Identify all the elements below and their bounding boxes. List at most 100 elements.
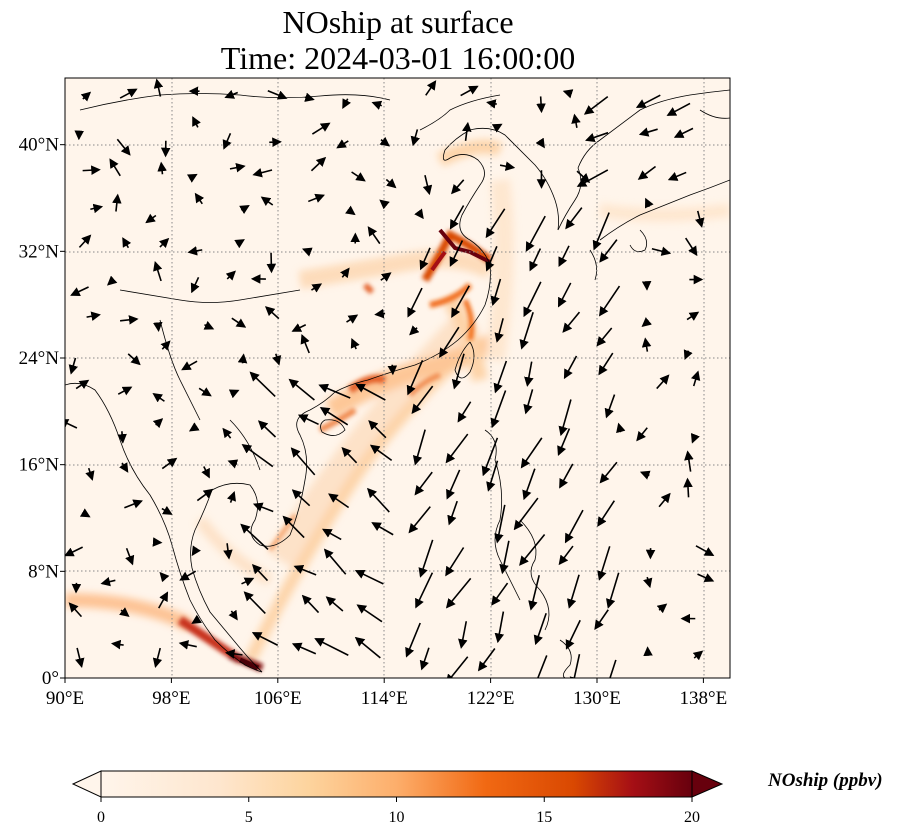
wind-arrow — [311, 122, 331, 135]
wind-arrow — [239, 205, 250, 215]
wind-arrow — [228, 389, 240, 399]
wind-arrow — [125, 547, 135, 566]
colorbar-bar — [100, 770, 693, 798]
wind-arrow — [226, 491, 236, 503]
wind-arrow — [594, 609, 609, 630]
wind-arrow — [314, 638, 349, 656]
wind-arrow — [318, 383, 351, 399]
wind-arrow — [494, 318, 504, 343]
colorbar-tick-label: 15 — [536, 809, 552, 826]
map-frame — [64, 77, 731, 679]
wind-arrow — [243, 591, 266, 614]
wind-arrow — [691, 370, 701, 387]
wind-arrow — [407, 287, 423, 318]
wind-arrow — [486, 99, 497, 109]
wind-arrow — [520, 437, 543, 469]
wind-arrow — [323, 548, 347, 575]
wind-arrow — [110, 639, 124, 650]
wind-arrow — [419, 647, 430, 671]
wind-arrow — [272, 353, 282, 366]
wind-arrow — [117, 431, 127, 444]
wind-arrow — [240, 523, 269, 551]
x-tick-label: 90°E — [46, 688, 84, 709]
wind-arrow — [695, 210, 705, 228]
wind-arrow — [190, 276, 200, 294]
wind-arrow — [241, 577, 255, 587]
wind-arrow — [234, 239, 245, 249]
wind-arrow — [558, 545, 574, 566]
wind-arrow — [415, 572, 434, 609]
wind-arrow — [120, 315, 139, 325]
wind-arrow — [445, 656, 469, 678]
wind-arrow — [300, 333, 310, 354]
wind-arrow — [683, 477, 693, 498]
wind-arrow — [486, 460, 499, 492]
wind-arrow — [80, 91, 92, 102]
wind-arrow — [656, 603, 668, 614]
wind-arrow — [222, 132, 232, 150]
wind-arrow — [639, 470, 651, 480]
concentration-field — [65, 89, 730, 678]
wind-arrow — [583, 95, 609, 115]
wind-arrow — [522, 468, 536, 501]
wind-arrow — [157, 161, 167, 175]
y-tick-label: 8°N — [28, 561, 59, 582]
wind-arrow — [127, 353, 141, 366]
wind-arrow — [643, 576, 653, 589]
wind-arrow — [537, 655, 548, 678]
wind-arrow — [460, 85, 479, 97]
x-tick-label: 106°E — [254, 688, 302, 709]
wind-arrow — [491, 123, 503, 133]
wind-arrow — [524, 361, 534, 387]
wind-arrow — [387, 364, 398, 376]
y-tick-label: 32°N — [19, 241, 60, 262]
wind-arrow — [252, 168, 273, 178]
wind-arrow — [260, 196, 274, 206]
colorbar-label: NOship (ppbv) — [768, 770, 883, 791]
wind-arrow — [160, 340, 171, 351]
wind-arrow — [604, 394, 616, 419]
wind-arrow — [380, 272, 392, 282]
wind-arrow — [535, 137, 545, 149]
wind-arrow — [321, 528, 342, 541]
wind-arrow — [119, 462, 129, 473]
wind-arrow — [451, 353, 465, 390]
wind-arrow — [449, 205, 465, 230]
wind-arrow — [379, 136, 390, 147]
x-axis: 90°E 98°E 106°E 114°E 122°E 130°E 138°E — [46, 678, 727, 709]
wind-arrow — [684, 450, 694, 472]
wind-arrow — [597, 546, 611, 581]
wind-arrow — [307, 193, 325, 203]
wind-arrow — [635, 94, 661, 108]
wind-arrow — [356, 604, 383, 623]
wind-arrow — [485, 246, 498, 272]
y-tick-label: 0° — [42, 668, 59, 689]
wind-arrow — [697, 573, 715, 583]
wind-arrow — [599, 239, 618, 263]
wind-arrow — [325, 596, 344, 612]
wind-arrow — [368, 420, 387, 439]
wind-arrow — [346, 314, 359, 324]
wind-arrow — [462, 121, 472, 142]
wind-arrow — [405, 622, 421, 658]
wind-arrow — [100, 576, 116, 587]
wind-arrow — [695, 545, 715, 556]
wind-arrow — [186, 173, 198, 183]
wind-arrow — [301, 594, 320, 614]
wind-arrow — [106, 275, 118, 286]
map-subtitle-time: Time: 2024-03-01 16:00:00 — [220, 40, 576, 76]
wind-arrow — [379, 199, 390, 210]
wind-arrow — [565, 619, 581, 650]
wind-arrow — [513, 497, 539, 531]
wind-arrow — [519, 533, 546, 566]
wind-arrow — [673, 127, 694, 138]
wind-arrow — [418, 539, 434, 578]
wind-arrow — [414, 471, 433, 496]
wind-arrow — [563, 355, 578, 380]
wind-arrow — [201, 466, 210, 479]
wind-arrow — [616, 422, 626, 434]
wind-arrow — [78, 234, 92, 248]
wind-arrow — [291, 323, 307, 332]
wind-arrow — [227, 459, 239, 469]
gridlines — [65, 78, 730, 678]
